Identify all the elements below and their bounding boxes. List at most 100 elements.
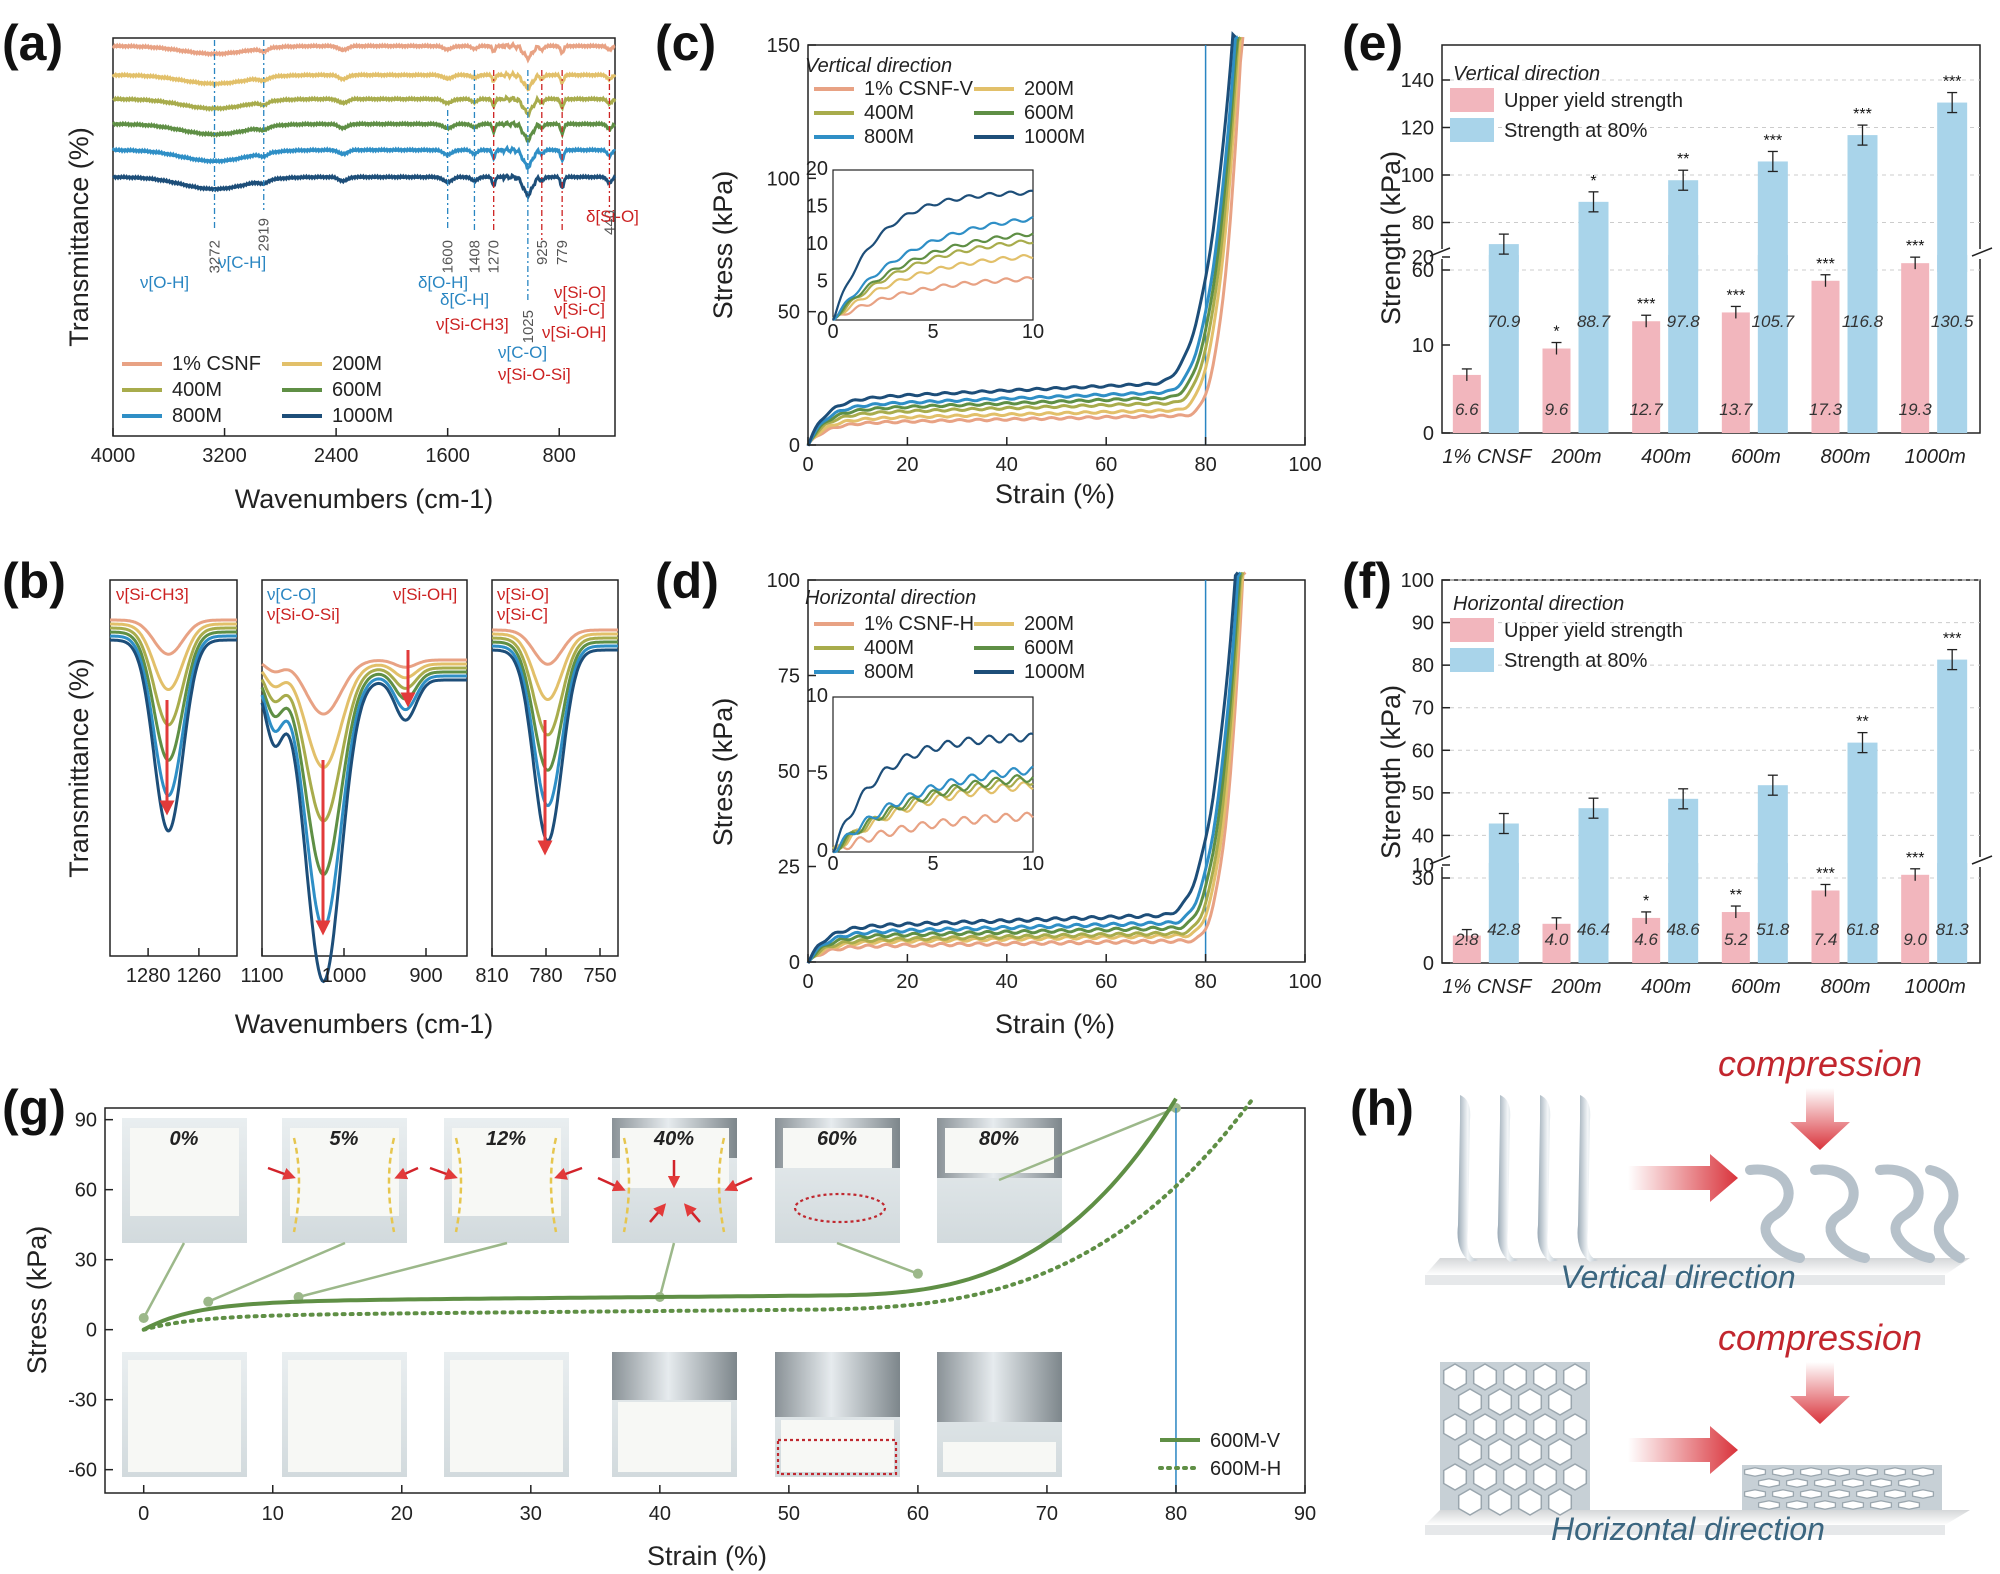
bar-strength-lower-800m	[1847, 255, 1878, 433]
ftir-spectra-chart: 3272 2919 1600 1408 1270 1025 925 779 440 ν[O-H] ν…	[64, 37, 639, 514]
value-yield-1000m: 9.0	[1903, 930, 1927, 949]
flat-cell	[1827, 1489, 1851, 1499]
inset-xtick-label: 10	[1022, 321, 1044, 343]
sig-yield-800m: ***	[1816, 865, 1835, 882]
zoom-xtick-label: 810	[475, 965, 508, 987]
category-200m: 200m	[1550, 976, 1601, 998]
bar-yield-200m	[1542, 923, 1571, 963]
band-number-2919: 2919	[256, 218, 273, 251]
flat-cell	[1855, 1467, 1879, 1477]
zoom-sios-curve-600m	[260, 670, 467, 877]
legend-label-strength: Strength at 80%	[1504, 120, 1648, 142]
stress-xtick-label: 40	[996, 454, 1018, 476]
honeycomb-cell	[1562, 1363, 1588, 1391]
sig-strength-1000m: ***	[1943, 74, 1962, 91]
red-arrow-3	[554, 1166, 583, 1180]
g-xtick-label: 50	[778, 1503, 800, 1525]
zoom-sios-curve-csnf	[261, 658, 467, 716]
photo-connector-0	[142, 1242, 186, 1319]
inset-curve-1000m	[832, 732, 1034, 853]
value-yield-600m: 13.7	[1719, 400, 1753, 419]
stress-legend-label-800m: 800M	[864, 661, 914, 683]
bar-yield-1000m	[1901, 263, 1930, 433]
dashed-outline	[454, 1137, 463, 1233]
vertical-inset: 0 5 10 0 5 10 15 20	[806, 158, 1044, 343]
zoom-sios-curve-400m	[260, 666, 467, 823]
band-label-7: ν[Si-OH]	[542, 323, 606, 342]
horizontal-compression-arrow	[1790, 1362, 1850, 1424]
flat-cell	[1897, 1478, 1921, 1488]
dashed-ellipse	[793, 1192, 887, 1224]
bar-yield-200m	[1542, 348, 1571, 433]
flat-cell	[1883, 1489, 1907, 1499]
zoom-label-co: ν[C-O]	[267, 585, 316, 604]
inset-curve-csnf	[832, 276, 1034, 321]
zoom-curves	[109, 618, 618, 984]
compression-legend: 600M-V 600M-H	[1158, 1430, 1281, 1480]
frame-b3	[491, 579, 619, 957]
ftir-curve-1000m	[112, 172, 617, 200]
stress-ytick-label: 25	[778, 857, 800, 879]
honeycomb-cell	[1532, 1363, 1558, 1391]
value-yield-200m: 4.0	[1545, 930, 1569, 949]
honeycomb-cell	[1472, 1363, 1498, 1391]
category-200m: 200m	[1550, 446, 1601, 468]
bottom-photo-sample	[450, 1360, 563, 1472]
ftir-curve-600m	[111, 119, 616, 143]
honeycomb-cell	[1517, 1388, 1543, 1416]
ftir-legend-label-600m: 600M	[332, 379, 382, 401]
vertical-y-axis-title: Stress (kPa)	[708, 171, 738, 320]
band-number-779: 779	[554, 240, 571, 265]
bar-ytick-label: 60	[1412, 740, 1434, 762]
ftir-curve-csnf	[111, 40, 616, 64]
stress-ytick-label: 100	[767, 570, 800, 592]
horizontal-title: Horizontal direction	[805, 587, 976, 609]
zoom-x-axis-title: Wavenumbers (cm-1)	[235, 1009, 494, 1039]
bar-strength-200m	[1578, 201, 1609, 272]
ftir-legend: 1% CSNF 200M 400M 600M 800M 1000M	[122, 353, 393, 427]
g-ytick-label: 0	[86, 1320, 97, 1342]
vertical-curves	[806, 31, 1245, 447]
bar-ytick-label: 100	[1401, 165, 1434, 187]
flat-cell	[1743, 1489, 1767, 1499]
stress-curve-400m	[806, 36, 1242, 446]
flat-cell	[1771, 1489, 1795, 1499]
inset-curve-600m	[832, 232, 1034, 321]
stress-xtick-label: 80	[1194, 971, 1216, 993]
bar-ytick-label: 70	[1412, 698, 1434, 720]
value-strength-csnf: 70.9	[1487, 312, 1521, 331]
sig-yield-400m: ***	[1637, 296, 1656, 313]
top-photo-sample	[290, 1128, 399, 1216]
band-label-2: δ[O-H]	[418, 273, 468, 292]
value-yield-600m: 5.2	[1724, 930, 1748, 949]
bottom-photo-platen	[937, 1352, 1062, 1422]
value-strength-200m: 88.7	[1577, 312, 1611, 331]
frame-g	[104, 1107, 1306, 1494]
horizontal-curves	[806, 571, 1247, 964]
vertical-title: Vertical direction	[805, 55, 952, 77]
sig-yield-600m: ***	[1726, 287, 1745, 304]
honeycomb-cell	[1442, 1363, 1468, 1391]
vertical-legend: 1% CSNF-V 200M 400M 600M 800M 1000M	[814, 78, 1085, 148]
stress-curve-600m	[806, 36, 1240, 446]
vertical-transform-arrow	[1628, 1154, 1738, 1202]
bottom-photo-sample	[618, 1402, 731, 1472]
stress-ytick-label: 50	[778, 302, 800, 324]
value-strength-400m: 97.8	[1667, 312, 1701, 331]
dashed-box	[776, 1438, 898, 1476]
zoom-sicH3-curve-1000m	[109, 638, 237, 833]
ftir-y-axis-title: Transmittance (%)	[64, 127, 94, 347]
sig-strength-800m: **	[1856, 714, 1868, 731]
flat-cell	[1785, 1500, 1809, 1510]
panel-label-b: (b)	[2, 553, 66, 609]
ftir-curve-400m	[112, 94, 617, 118]
red-arrow-8	[683, 1203, 701, 1223]
value-yield-800m: 7.4	[1814, 930, 1838, 949]
honeycomb-cell	[1502, 1363, 1528, 1391]
horizontal-bar-y-axis-title: Strength (kPa)	[1376, 685, 1406, 859]
ftir-legend-label-csnf: 1% CSNF	[172, 353, 261, 375]
sig-strength-600m: ***	[1763, 132, 1782, 149]
stress-ytick-label: 0	[789, 952, 800, 974]
